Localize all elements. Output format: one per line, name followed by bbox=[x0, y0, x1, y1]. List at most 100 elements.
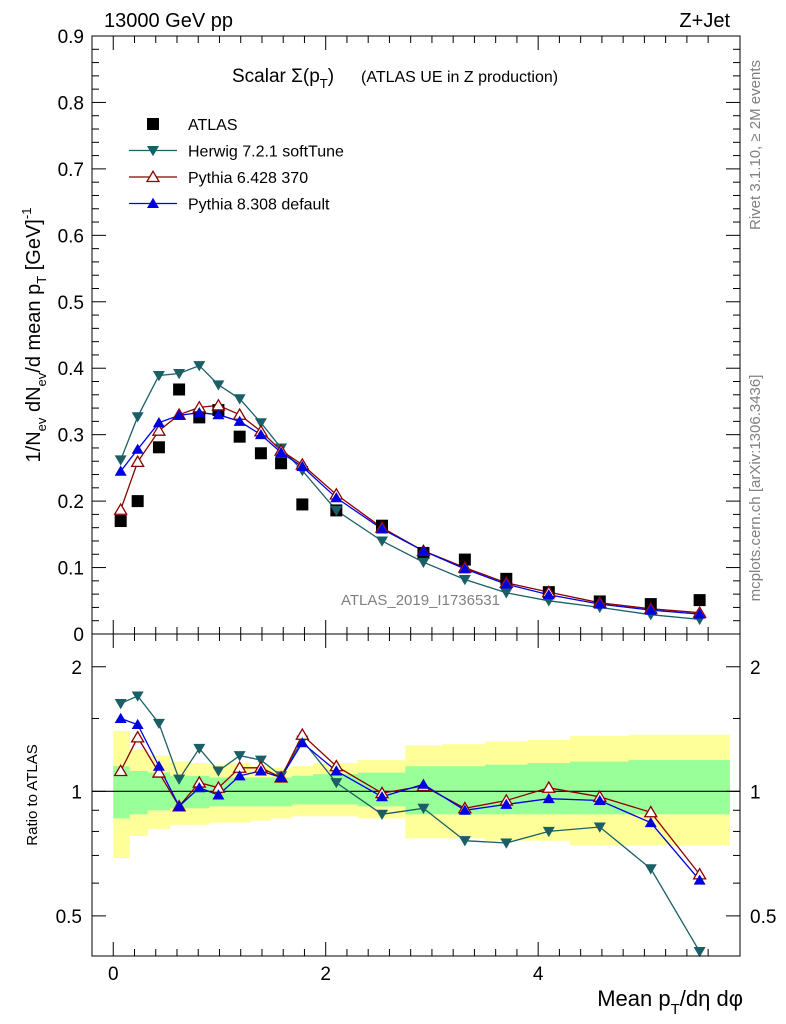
main-y-tick-label: 0.2 bbox=[58, 492, 84, 513]
ratio-point-herwig bbox=[330, 778, 343, 789]
main-y-axis-label: 1/Nev dNev/d mean pT [GeV]-1 bbox=[19, 208, 49, 463]
ratio-point-pythia6 bbox=[151, 765, 167, 778]
main-point-herwig bbox=[152, 371, 165, 382]
main-y-tick-label: 0.4 bbox=[58, 359, 85, 380]
main-plot-data bbox=[113, 361, 707, 626]
ratio-point-pythia8 bbox=[330, 765, 343, 776]
x-tick-label: 4 bbox=[533, 964, 544, 985]
ratio-point-herwig bbox=[114, 699, 127, 710]
main-point-atlas bbox=[114, 515, 127, 528]
x-tick-label: 2 bbox=[320, 964, 331, 985]
main-point-herwig bbox=[330, 505, 343, 517]
main-point-pythia8 bbox=[131, 443, 144, 454]
main-point-pythia8 bbox=[114, 465, 127, 476]
analysis-watermark: ATLAS_2019_I1736531 bbox=[341, 592, 500, 609]
main-point-pythia8 bbox=[212, 409, 225, 420]
main-point-pythia8 bbox=[376, 523, 389, 534]
ratio-point-pythia8 bbox=[500, 798, 513, 809]
main-point-atlas bbox=[233, 430, 246, 443]
rivet-version-label: Rivet 3.1.10, ≥ 2M events bbox=[747, 60, 764, 230]
ratio-axes: 0.5 0.5 1 1 2 2 0 2 4 bbox=[56, 634, 776, 985]
ratio-point-herwig bbox=[152, 718, 165, 730]
main-point-atlas bbox=[275, 457, 288, 470]
ratio-y-tick-label: 0.5 bbox=[56, 907, 82, 928]
ratio-point-pythia8 bbox=[152, 760, 165, 771]
energy-label: 13000 GeV pp bbox=[104, 10, 233, 32]
main-point-herwig bbox=[417, 557, 430, 568]
main-point-atlas bbox=[131, 495, 144, 508]
main-line-pythia6 bbox=[120, 404, 700, 614]
main-point-pythia8 bbox=[193, 407, 206, 418]
legend-label-pythia8: Pythia 8.308 default bbox=[188, 197, 330, 214]
ratio-y-axis-label: Ratio to ATLAS bbox=[24, 744, 41, 845]
main-y-tick-label: 0.6 bbox=[58, 226, 84, 247]
ratio-point-pythia8 bbox=[593, 794, 606, 806]
main-title-tail: (ATLAS UE in Z production) bbox=[361, 69, 558, 86]
main-point-atlas bbox=[152, 441, 165, 454]
main-y-tick-label: 0 bbox=[73, 625, 84, 646]
legend-marker-pythia8 bbox=[147, 197, 159, 208]
ratio-point-herwig bbox=[500, 838, 513, 849]
x-axis-label: Mean pT/dη dφ bbox=[597, 986, 743, 1018]
ratio-point-herwig bbox=[458, 836, 471, 847]
ratio-point-pythia8 bbox=[212, 789, 225, 800]
ratio-y-tick-label-right: 2 bbox=[750, 658, 761, 679]
ratio-y-tick-label-right: 0.5 bbox=[750, 907, 776, 928]
ratio-point-herwig bbox=[693, 947, 706, 958]
legend-marker-herwig bbox=[147, 146, 159, 157]
ratio-point-pythia8 bbox=[458, 804, 471, 815]
ratio-point-pythia6 bbox=[130, 730, 145, 743]
ratio-point-pythia6 bbox=[643, 805, 658, 818]
main-point-pythia6 bbox=[113, 502, 128, 515]
ratio-band-inner bbox=[291, 775, 314, 805]
main-point-pythia8 bbox=[458, 563, 471, 574]
main-point-pythia8 bbox=[693, 608, 706, 619]
main-point-herwig bbox=[193, 361, 206, 372]
main-point-pythia8 bbox=[542, 589, 555, 600]
main-point-herwig bbox=[254, 418, 267, 429]
main-y-tick-label: 0.9 bbox=[58, 27, 84, 48]
ratio-point-pythia8 bbox=[693, 874, 706, 885]
legend-marker-atlas bbox=[147, 118, 159, 130]
main-point-atlas bbox=[254, 447, 267, 460]
ratio-point-herwig bbox=[173, 774, 186, 785]
process-label: Z+Jet bbox=[679, 10, 730, 32]
legend-label-pythia6: Pythia 6.428 370 bbox=[188, 170, 308, 187]
main-y-tick-label: 0.3 bbox=[58, 426, 84, 447]
ratio-point-pythia8 bbox=[275, 771, 288, 783]
ratio-point-pythia8 bbox=[296, 737, 309, 748]
main-point-herwig bbox=[212, 380, 225, 391]
main-y-tick-label: 0.1 bbox=[58, 559, 84, 580]
ratio-point-pythia8 bbox=[114, 712, 127, 723]
main-point-herwig bbox=[131, 412, 144, 423]
main-point-pythia8 bbox=[233, 415, 246, 426]
ratio-point-pythia8 bbox=[173, 800, 186, 811]
main-point-herwig bbox=[114, 455, 127, 466]
legend-label-herwig: Herwig 7.2.1 softTune bbox=[188, 144, 344, 161]
ratio-panel bbox=[92, 730, 740, 859]
main-point-herwig bbox=[173, 369, 186, 380]
main-point-pythia8 bbox=[417, 545, 430, 556]
ratio-y-tick-label: 2 bbox=[71, 658, 82, 679]
ratio-point-pythia8 bbox=[233, 770, 246, 781]
legend-label-atlas: ATLAS bbox=[188, 117, 238, 134]
main-point-pythia8 bbox=[296, 460, 309, 472]
x-tick-label: 0 bbox=[108, 964, 119, 985]
ratio-y-tick-label-right: 1 bbox=[750, 782, 761, 803]
ratio-point-herwig bbox=[212, 766, 225, 777]
ratio-point-pythia6 bbox=[113, 763, 128, 777]
ratio-band-inner bbox=[129, 770, 148, 815]
main-point-pythia8 bbox=[330, 492, 343, 503]
ratio-point-herwig bbox=[542, 826, 555, 838]
ratio-point-pythia8 bbox=[131, 718, 144, 730]
main-point-atlas bbox=[693, 594, 706, 607]
ratio-point-pythia8 bbox=[254, 765, 267, 776]
main-y-tick-label: 0.8 bbox=[58, 93, 84, 114]
main-point-atlas bbox=[173, 383, 186, 396]
main-point-pythia8 bbox=[593, 598, 606, 609]
ratio-y-tick-label: 1 bbox=[71, 782, 82, 803]
main-axes: 0 0.1 0.2 0.3 0.4 0.5 0.6 0.7 0.8 0.9 bbox=[58, 27, 740, 646]
mcplots-label: mcplots.cern.ch [arXiv:1306.3436] bbox=[747, 375, 764, 602]
ratio-point-herwig bbox=[131, 691, 144, 702]
